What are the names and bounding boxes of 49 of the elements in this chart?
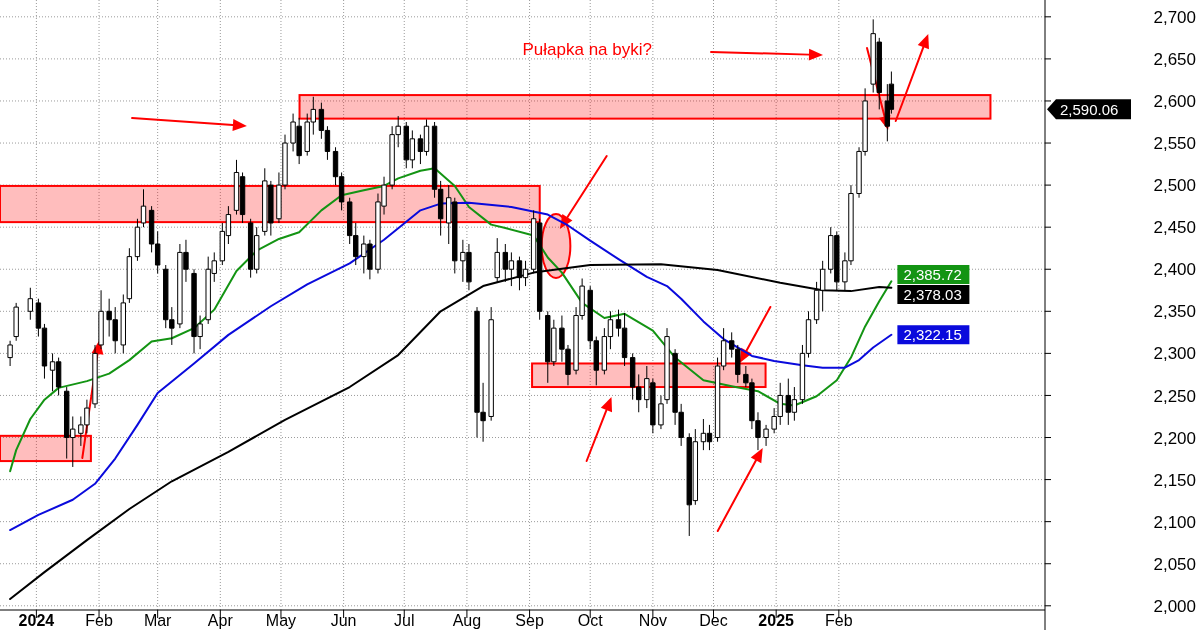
y-tick-label: 2,450 — [1153, 218, 1196, 238]
line-series — [9, 201, 893, 532]
candlestick — [120, 293, 126, 354]
x-tick-label: Oct — [577, 612, 604, 629]
y-tick-label: 2,500 — [1153, 176, 1196, 196]
candlestick — [98, 289, 104, 350]
x-tick-label: 2025 — [758, 612, 795, 629]
x-tick-label: Nov — [638, 612, 668, 629]
candlestick — [126, 247, 133, 304]
candlestick — [664, 327, 670, 405]
x-tick-label: Jun — [330, 612, 357, 629]
candlestick — [134, 218, 141, 262]
y-tick-label: 2,350 — [1153, 302, 1196, 322]
y-tick-label: 2,150 — [1153, 470, 1196, 490]
x-tick-label: 2024 — [18, 612, 55, 629]
x-tick-label: Mar — [143, 612, 173, 629]
candlestick — [140, 188, 147, 228]
x-tick-label: Sep — [515, 612, 544, 629]
annotation: Pułapka na byki? — [522, 40, 652, 60]
line-series — [9, 167, 893, 473]
x-tick-label: Dec — [699, 612, 728, 629]
y-tick-label: 2,400 — [1153, 260, 1196, 280]
y-tick-label: 2,700 — [1153, 7, 1196, 27]
y-tick-label: 2,550 — [1153, 134, 1196, 154]
x-tick-label: Apr — [207, 612, 234, 629]
x-tick-label: May — [265, 612, 297, 629]
y-tick-label: 2,250 — [1153, 386, 1196, 406]
data-label: 2,385.72 — [903, 265, 962, 283]
candlestick — [763, 424, 769, 447]
x-tick-label: Feb — [825, 612, 853, 629]
x-tick-label: Aug — [452, 612, 482, 629]
y-tick-label: 2,000 — [1153, 596, 1196, 616]
data-label: 2,322.15 — [903, 326, 962, 344]
y-tick-label: 2,300 — [1153, 344, 1196, 364]
candlestick — [7, 340, 13, 367]
candlestick — [27, 287, 34, 321]
candlestick — [488, 306, 494, 422]
candlestick — [658, 394, 664, 430]
y-tick-label: 2,050 — [1153, 554, 1196, 574]
data-label: 2,378.03 — [903, 285, 962, 303]
y-tick-label: 2,650 — [1153, 50, 1196, 70]
y-tick-label: 2,200 — [1153, 428, 1196, 448]
text: 2,590.06 — [1060, 100, 1119, 118]
x-tick-label: Feb — [85, 612, 113, 629]
y-tick-label: 2,100 — [1153, 512, 1196, 532]
y-tick-label: 2,600 — [1153, 92, 1196, 112]
candlestick — [13, 302, 19, 342]
x-tick-label: Jul — [394, 612, 415, 629]
candlestick — [92, 344, 98, 409]
